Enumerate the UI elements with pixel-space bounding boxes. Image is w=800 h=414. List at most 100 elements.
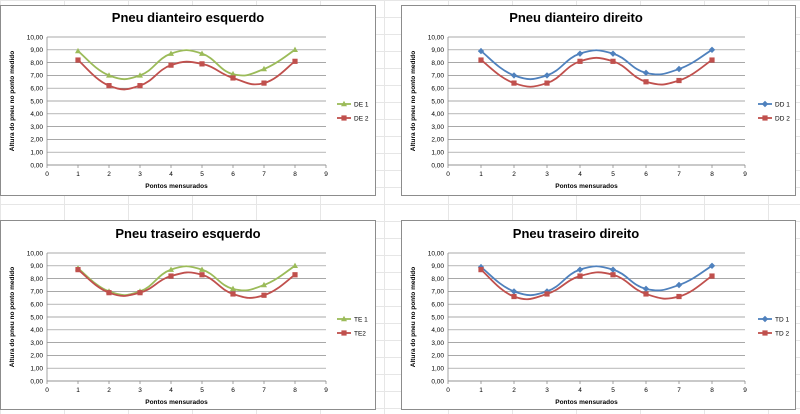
y-tick-label: 0,00 <box>431 162 444 169</box>
chart-rear-left[interactable]: Pneu traseiro esquerdo 0,00 1,00 2,00 3,00 4… <box>0 220 376 410</box>
data-point <box>137 83 143 89</box>
x-tick-label: 0 <box>45 387 49 394</box>
y-tick-label: 5,00 <box>30 98 43 105</box>
y-axis-label: Altura do pneu no ponto medido <box>9 51 16 151</box>
y-tick-label: 9,00 <box>431 47 444 54</box>
y-tick-label: 10,00 <box>428 34 445 41</box>
legend-label: TD 1 <box>775 316 789 323</box>
data-point <box>292 46 298 52</box>
series-line <box>77 49 296 81</box>
data-point <box>478 267 484 273</box>
series-1 <box>75 46 298 81</box>
y-tick-label: 0,00 <box>30 378 43 385</box>
y-tick-label: 6,00 <box>30 86 43 93</box>
data-point <box>610 58 616 64</box>
data-point <box>577 273 583 279</box>
chart-title: Pneu traseiro direito <box>513 226 639 241</box>
legend-label: DD 2 <box>775 115 790 122</box>
y-tick-label: 1,00 <box>431 150 444 157</box>
data-point <box>261 292 267 298</box>
y-axis-label: Altura do pneu no ponto medido <box>410 51 417 151</box>
x-tick-label: 1 <box>76 387 80 394</box>
data-point <box>676 77 682 84</box>
data-point <box>511 80 517 86</box>
legend-entry: DD 2 <box>758 115 790 122</box>
data-point <box>642 285 650 293</box>
chart-svg: Pneu traseiro direito 0,00 1,00 2,00 3,00 4,… <box>410 226 789 406</box>
data-point <box>168 266 174 272</box>
y-axis-label: Altura do pneu no ponto medido <box>9 267 16 367</box>
x-tick-label: 3 <box>138 387 142 394</box>
data-point <box>610 272 616 278</box>
chart-front-right[interactable]: Pneu dianteiro direito 0,00 1,00 2,00 3,00 4… <box>401 5 796 196</box>
y-tick-label: 7,00 <box>30 73 43 80</box>
x-tick-label: 3 <box>138 171 142 178</box>
series-2 <box>478 267 715 301</box>
data-point <box>544 80 550 86</box>
x-tick-label: 6 <box>231 171 235 178</box>
y-tick-label: 8,00 <box>30 276 43 283</box>
legend-entry: TD 1 <box>758 315 789 323</box>
series-line <box>480 49 713 81</box>
data-point <box>230 291 236 297</box>
data-point <box>675 281 683 289</box>
data-point <box>168 50 174 56</box>
y-tick-label: 2,00 <box>30 353 43 360</box>
chart-front-left[interactable]: Pneu dianteiro esquerdo 0,00 1,00 2,00 3,00… <box>0 5 376 196</box>
y-tick-label: 7,00 <box>30 289 43 296</box>
x-tick-label: 7 <box>262 171 266 178</box>
legend-entry: TD 2 <box>758 330 789 337</box>
y-tick-label: 8,00 <box>431 276 444 283</box>
chart-title: Pneu traseiro esquerdo <box>115 226 260 241</box>
x-axis-label: Pontos mensurados <box>555 399 618 406</box>
x-tick-label: 1 <box>479 387 483 394</box>
data-point <box>477 47 485 55</box>
data-point <box>643 291 649 297</box>
x-tick-label: 7 <box>677 171 681 178</box>
data-point <box>543 72 551 79</box>
legend-label: DE 2 <box>354 115 369 122</box>
x-tick-label: 0 <box>446 171 450 178</box>
x-tick-label: 3 <box>545 387 549 394</box>
legend-label: DE 1 <box>354 101 369 108</box>
chart-rear-right[interactable]: Pneu traseiro direito 0,00 1,00 2,00 3,00 4,… <box>401 220 796 410</box>
data-point <box>230 75 236 81</box>
data-point <box>75 57 81 63</box>
y-axis-label: Altura do pneu no ponto medido <box>410 267 417 367</box>
legend-label: DD 1 <box>775 101 790 108</box>
y-tick-label: 2,00 <box>431 137 444 144</box>
data-point <box>675 65 683 73</box>
x-tick-label: 8 <box>710 171 714 178</box>
data-point <box>199 272 205 278</box>
chart-title: Pneu dianteiro direito <box>509 10 643 25</box>
x-tick-label: 1 <box>479 171 483 178</box>
data-point <box>292 262 298 268</box>
data-point <box>709 273 715 279</box>
data-point <box>576 266 584 273</box>
y-tick-label: 2,00 <box>431 353 444 360</box>
x-tick-label: 9 <box>743 171 747 178</box>
series-line <box>77 268 296 299</box>
y-tick-label: 4,00 <box>30 327 43 334</box>
x-axis-label: Pontos mensurados <box>145 183 208 190</box>
data-point <box>544 291 550 297</box>
data-point <box>609 266 617 273</box>
y-tick-label: 3,00 <box>431 124 444 131</box>
data-point <box>199 50 205 56</box>
x-tick-label: 5 <box>611 387 615 394</box>
y-tick-label: 5,00 <box>431 314 444 321</box>
x-tick-label: 9 <box>324 171 328 178</box>
data-point <box>199 61 205 67</box>
y-tick-label: 4,00 <box>431 327 444 334</box>
x-tick-label: 6 <box>231 387 235 394</box>
data-point <box>261 65 267 72</box>
legend-entry: DE 1 <box>337 100 369 108</box>
legend-label: TD 2 <box>775 330 789 337</box>
y-tick-label: 3,00 <box>30 124 43 131</box>
data-point <box>609 50 617 57</box>
x-tick-label: 4 <box>169 387 173 394</box>
x-tick-label: 2 <box>107 171 111 178</box>
series-line <box>77 59 296 91</box>
x-tick-label: 6 <box>644 171 648 178</box>
x-tick-label: 7 <box>262 387 266 394</box>
